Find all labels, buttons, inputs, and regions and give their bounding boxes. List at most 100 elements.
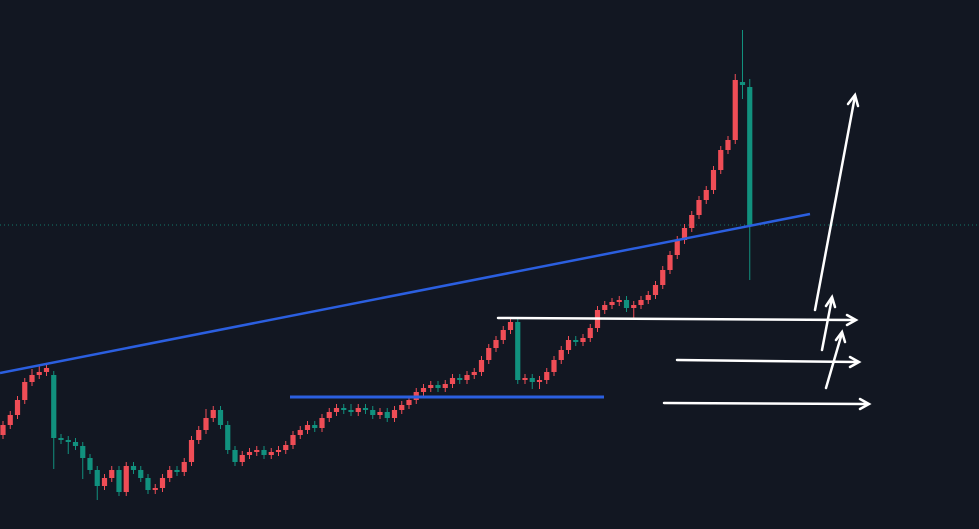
candle-body (449, 378, 456, 384)
candle-body (0, 425, 6, 435)
candle-body (7, 415, 13, 425)
arrow-head (834, 329, 847, 344)
candle-body (116, 470, 122, 492)
candle-body (174, 470, 180, 472)
candle-body (355, 408, 361, 412)
candle-body (486, 348, 492, 360)
candle-body (232, 450, 238, 462)
candle-body (507, 322, 514, 330)
candle-body (319, 418, 325, 428)
candle-body (587, 328, 593, 338)
arrow (662, 401, 870, 406)
candle-body (565, 340, 572, 350)
candle-body (710, 170, 717, 190)
candle-body (623, 300, 630, 308)
arrow-head (858, 397, 872, 411)
candle-body (464, 375, 470, 380)
candle-body (457, 378, 463, 380)
candle-body (188, 440, 195, 462)
candle-body (210, 410, 216, 418)
candle-body (428, 385, 434, 388)
candle-body (14, 400, 21, 415)
candle-body (254, 450, 260, 452)
candle-body (522, 378, 528, 380)
candle-body (362, 408, 369, 410)
candle-body (94, 470, 100, 486)
candle-body (732, 80, 738, 140)
candle-body (725, 140, 731, 150)
candle-body (739, 82, 746, 85)
candle-body (43, 368, 50, 372)
candle-body (326, 412, 332, 418)
candle-body (138, 470, 144, 478)
arrow (820, 296, 834, 352)
candle-body (65, 440, 71, 442)
candle-body (290, 435, 296, 445)
candle-body (471, 372, 477, 375)
candle-body (660, 270, 666, 285)
candle-body (435, 385, 441, 388)
arrow-head (846, 92, 860, 108)
candle-body (87, 458, 93, 470)
arrow-head (845, 313, 859, 327)
candle-body (196, 430, 202, 440)
arrow (675, 358, 860, 364)
candle-body (370, 410, 376, 415)
candle-body (268, 452, 274, 455)
candle-body (312, 425, 318, 428)
candle-body (261, 450, 267, 455)
candle-body (674, 240, 680, 255)
candle-body (283, 445, 289, 450)
candle-body (681, 228, 688, 240)
candle-body (109, 470, 115, 478)
arrows (496, 92, 872, 411)
arrow (824, 331, 844, 390)
candle-body (420, 388, 427, 392)
candle-body (696, 200, 702, 215)
candle-body (152, 488, 158, 490)
candle-body (123, 466, 129, 492)
candle-body (580, 338, 586, 342)
candle-body (159, 478, 166, 488)
candle-body (689, 215, 695, 228)
candle-body (341, 408, 347, 410)
candle-body (297, 430, 303, 435)
candle-body (384, 412, 390, 418)
candle-body (544, 372, 550, 380)
candle-body (101, 478, 108, 486)
candle-body (246, 452, 253, 455)
candle-body (181, 462, 187, 472)
candle-body (478, 360, 485, 372)
candle-body (631, 305, 637, 308)
candle-body (304, 425, 311, 430)
candle-body (130, 466, 137, 470)
candle-body (217, 410, 224, 425)
candle-body (72, 442, 79, 446)
candle-body (573, 340, 579, 342)
candle-body (377, 412, 383, 415)
arrow (496, 316, 857, 322)
candle-body (406, 400, 412, 405)
candle-body (225, 425, 231, 450)
candle-body (36, 372, 42, 375)
candle-body (442, 384, 448, 388)
candles (0, 30, 979, 500)
candle-body (515, 322, 521, 380)
candle-body (333, 408, 340, 412)
candle-body (493, 340, 499, 348)
candle-body (348, 410, 354, 412)
candle-body (747, 87, 753, 225)
candle-body (536, 380, 543, 382)
candle-body (602, 305, 608, 310)
candle-body (652, 285, 659, 295)
arrow-head (848, 355, 862, 369)
candle-body (58, 438, 64, 440)
candle-body (609, 302, 615, 305)
candle-body (558, 350, 564, 360)
candle-body (22, 382, 28, 400)
candle-body (80, 446, 86, 458)
candle-body (718, 150, 724, 170)
